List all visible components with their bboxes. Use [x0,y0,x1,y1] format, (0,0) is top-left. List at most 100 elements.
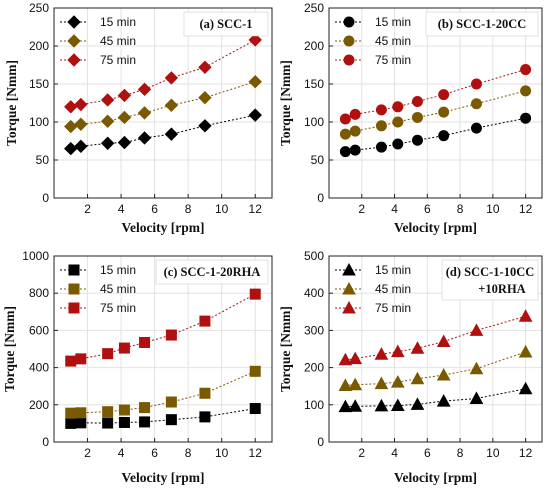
data-point-2 [438,106,450,118]
legend-marker [343,54,355,66]
data-point-2 [518,344,533,358]
x-tick-label: 12 [519,446,533,460]
y-tick-label: 0 [42,191,49,205]
data-point-3 [338,352,353,366]
data-point-1 [518,381,533,395]
legend-marker [68,283,80,295]
data-point-2 [198,90,212,105]
x-tick-label: 10 [486,202,500,216]
series-line-3 [70,293,256,362]
legend-marker [67,34,81,48]
legend-marker [67,53,81,67]
data-point-1 [118,416,130,428]
legend-marker [342,281,356,295]
y-tick-label: 1000 [22,249,49,263]
y-axis-title: Torque [Nmm] [4,60,19,146]
x-tick-label: 4 [118,202,125,216]
data-point-3 [390,344,405,358]
x-axis-title: Velocity [rpm] [394,470,477,485]
data-point-2 [199,387,211,399]
series-line-2 [70,81,256,128]
series-line-3 [345,315,526,361]
panel-label: (b) SCC-1-20CC [438,17,527,31]
legend-label: 75 min [100,53,136,67]
data-point-2 [249,365,261,377]
data-point-1 [374,398,389,412]
data-point-1 [117,135,132,150]
legend-marker [68,264,80,276]
data-point-1 [390,398,405,412]
data-point-1 [198,119,212,133]
x-tick-label: 4 [391,202,398,216]
data-point-2 [374,376,389,390]
y-tick-label: 600 [29,323,49,337]
data-point-2 [137,106,152,120]
data-point-3 [118,342,130,354]
data-point-3 [436,334,451,348]
legend-label: 45 min [375,282,411,296]
data-point-2 [411,111,423,123]
y-axis-title: Torque [Nmm] [2,306,17,392]
data-point-2 [390,375,405,388]
data-point-2 [338,378,353,391]
y-tick-label: 0 [317,435,324,449]
plot-frame [53,7,273,199]
plot-frame [328,255,543,443]
x-tick-label: 10 [215,202,229,216]
legend-marker [68,302,80,314]
panel-label-box [425,11,539,37]
legend-label: 45 min [100,282,136,296]
data-point-3 [248,33,262,47]
data-point-1 [470,122,482,134]
data-point-3 [164,71,179,85]
data-point-3 [349,108,361,120]
plot-frame [53,255,273,443]
data-point-2 [165,396,177,408]
data-point-1 [339,146,351,158]
data-point-3 [139,336,151,348]
data-point-3 [75,353,87,365]
data-point-3 [411,95,423,107]
chart-panel-4: 0 100 200 300 400 500 2 4 6 8 10 12 Velocity [rpm] To… [278,249,543,485]
x-tick-label: 6 [424,202,431,216]
y-tick-label: 800 [29,286,49,300]
data-point-2 [102,406,114,418]
data-point-1 [139,416,151,428]
data-point-2 [74,117,88,131]
legend-label: 15 min [100,263,136,277]
y-tick-label: 100 [304,115,324,129]
data-point-3 [65,355,77,367]
data-point-3 [392,101,404,113]
panel-label-box [155,259,269,285]
y-tick-label: 200 [304,39,324,53]
x-tick-label: 12 [249,202,263,216]
legend-label: 15 min [375,263,411,277]
series-line-1 [345,388,526,408]
x-tick-label: 8 [457,202,464,216]
panel-label: (a) SCC-1 [199,17,252,31]
data-point-2 [75,407,87,419]
chart-panel-2: 0 50 100 150 200 250 2 4 6 8 10 12 Velocity [rpm] Tor… [278,1,543,235]
data-point-1 [65,417,77,429]
data-point-1 [74,139,88,154]
y-tick-label: 400 [29,361,49,375]
x-tick-label: 4 [118,446,125,460]
data-point-2 [469,361,484,375]
legend-marker [342,262,356,276]
data-point-1 [199,411,211,423]
x-tick-label: 8 [457,446,464,460]
data-point-3 [74,97,88,112]
series-line-2 [345,351,526,386]
x-axis-title: Velocity [rpm] [121,220,204,235]
panel-label-box [441,259,539,301]
x-tick-label: 2 [358,202,365,216]
y-axis-title: Torque [Nmm] [278,60,293,146]
y-tick-label: 300 [304,323,324,337]
y-tick-label: 100 [29,115,49,129]
data-point-2 [139,402,151,414]
series-line-1 [70,408,256,424]
y-tick-label: 200 [304,361,324,375]
data-point-1 [392,138,404,150]
data-point-3 [249,288,261,300]
y-tick-label: 0 [317,191,324,205]
